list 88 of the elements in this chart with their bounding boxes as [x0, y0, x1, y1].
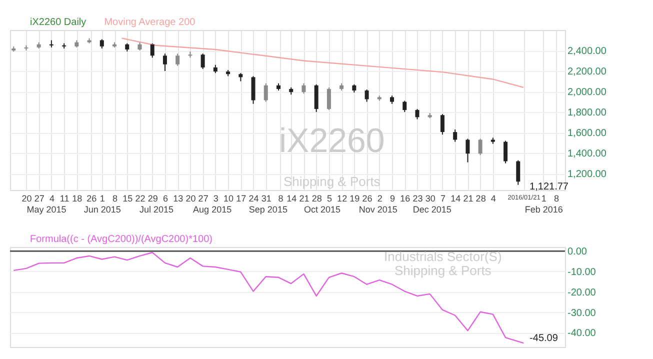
line-series	[13, 252, 524, 344]
text: Moving Average 200	[104, 17, 196, 28]
x-tick-label: 13	[173, 194, 184, 204]
x2-tick-label: Sep 2015	[248, 204, 288, 214]
x-tick-label: 20	[22, 194, 32, 204]
candlestick	[251, 76, 256, 104]
x-tick-label: 4	[49, 194, 54, 204]
candlestick	[440, 114, 444, 136]
x-tick-label: 21	[299, 194, 310, 204]
candlestick	[466, 138, 470, 163]
x2-tick-label: Nov 2015	[358, 204, 398, 214]
x-tick-label: 17	[236, 194, 246, 204]
y-tick-label: -20.00	[568, 287, 596, 298]
y-tick-label: 1,200.00	[568, 169, 607, 180]
x-tick-label: 30	[425, 194, 436, 204]
chart-title: iX2260 Daily	[30, 17, 86, 28]
candlestick	[402, 100, 407, 113]
candlestick	[162, 53, 167, 72]
x-tick-label: 20	[186, 194, 196, 204]
x-tick-label: 31	[261, 194, 272, 204]
x-tick-label: 28	[312, 194, 322, 204]
candlestick	[326, 86, 331, 110]
candlestick	[100, 38, 104, 49]
x-tick-label: 26	[362, 194, 372, 204]
x2-tick-label: Feb 2016	[524, 204, 563, 214]
candlestick	[150, 42, 154, 58]
x-tick-label: 11	[60, 194, 70, 204]
x-tick-label: 22	[135, 194, 146, 204]
x-tick-label: 28	[476, 194, 486, 204]
x-tick-label: 1	[541, 194, 546, 204]
x-tick-label: 5	[326, 194, 332, 204]
x-tick-label: 6	[162, 194, 168, 204]
y-tick-label: 2,000.00	[568, 87, 607, 98]
x-tick-label: 8	[278, 194, 284, 204]
x-tick-label: 2	[377, 194, 382, 204]
y-tick-label: 1,600.00	[568, 128, 607, 140]
x-tick-label: 23	[412, 194, 423, 204]
x2-tick-label: Dec 2015	[412, 204, 452, 214]
x-tick-label: 14	[450, 194, 461, 204]
x-tick-label: 29	[148, 194, 158, 204]
line-series	[121, 38, 524, 88]
candlestick	[415, 108, 420, 120]
candlestick	[453, 128, 458, 142]
x2-tick-label: Jun 2015	[84, 204, 121, 214]
y-tick-label: 1,400.00	[568, 148, 607, 160]
x-tick-label: 12	[337, 194, 348, 204]
annotation: 1,121.77	[530, 182, 569, 193]
candlestick	[314, 84, 318, 113]
x-tick-label: 26	[86, 194, 97, 204]
x-tick-label: 8	[112, 194, 118, 204]
x-tick-label: 21	[463, 194, 474, 204]
candlestick	[478, 138, 482, 156]
x-tick-label: 16	[400, 194, 410, 204]
annotation: -45.09	[530, 333, 558, 344]
x2-tick-label: Aug 2015	[193, 204, 232, 214]
x2-tick-label: Jul 2015	[139, 204, 174, 214]
y-tick-label: 2,200.00	[568, 66, 607, 78]
x-tick-label: 4	[490, 194, 496, 204]
candlestick	[176, 53, 180, 66]
x-tick-label: 3	[213, 194, 218, 204]
x-tick-label: 8	[554, 194, 559, 204]
x-tick-label: 7	[440, 194, 446, 204]
candlestick	[516, 160, 520, 186]
series-label: Formula((c - (AvgC200))/(AvgC200)*100)	[30, 234, 212, 245]
candlestick	[504, 140, 508, 164]
x-tick-label: 24	[248, 194, 259, 204]
y-tick-label: 2,400.00	[568, 46, 607, 58]
x-tick-label: 27	[198, 194, 208, 204]
y-tick-label: -40.00	[568, 328, 596, 340]
x-tick-label: 19	[350, 194, 360, 204]
y-tick-label: -30.00	[568, 308, 596, 319]
x-tick-label: 15	[122, 194, 133, 204]
x2-tick-label: Oct 2015	[304, 204, 341, 214]
candlestick	[264, 82, 268, 102]
y-tick-label: 0.00	[568, 246, 588, 258]
x2-tick-label: May 2015	[26, 204, 66, 214]
y-tick-label: 1,800.00	[568, 108, 607, 119]
x-tick-label: 14	[286, 194, 297, 204]
candlestick	[302, 82, 306, 94]
x-tick-label: 1	[100, 194, 105, 204]
candlestick	[200, 53, 205, 70]
x-tick-label: 18	[72, 194, 82, 204]
x-tick-label: 9	[390, 194, 396, 204]
x-tick-label: 27	[34, 194, 44, 204]
y-tick-label: -10.00	[568, 266, 596, 278]
candlestick	[364, 88, 369, 102]
annotation: Industrials Sector(S)	[384, 249, 502, 264]
x-tick-label: 10	[224, 194, 234, 204]
